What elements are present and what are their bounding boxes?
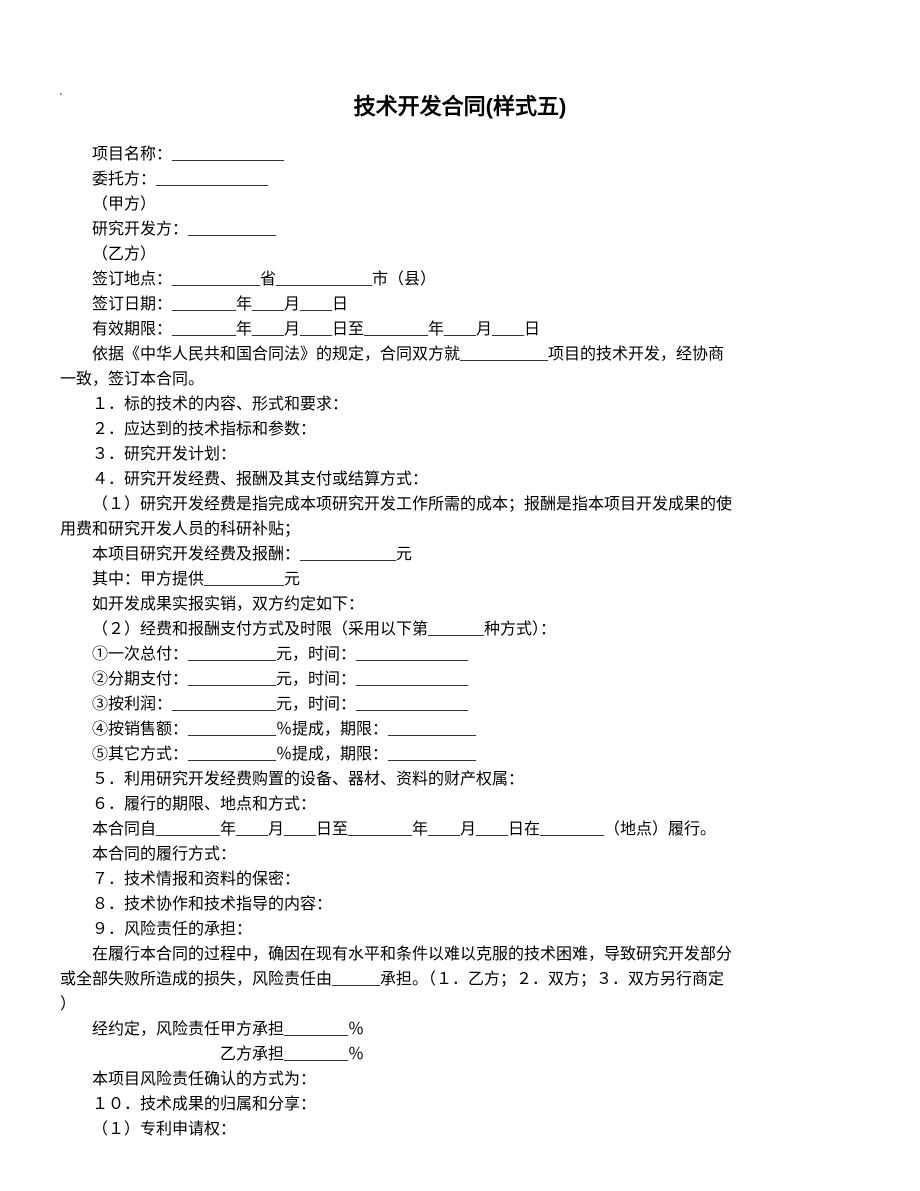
document-title: 技术开发合同(样式五)	[60, 90, 860, 123]
field-payment-method: （２）经费和报酬支付方式及时限（采用以下第_______种方式）：	[60, 618, 860, 642]
item-9: ９．风险责任的承担：	[60, 918, 860, 942]
paragraph-risk-third: ）	[60, 993, 860, 1017]
field-sign-date: 签订日期：________年____月____日	[60, 293, 860, 317]
option-3-by-profit: ③按利润：_____________元，时间：______________	[60, 693, 860, 717]
paragraph-cost-first: （１）研究开发经费是指完成本项研究开发工作所需的成本；报酬是指本项目开发成果的使	[60, 493, 860, 517]
item-2: ２．应达到的技术指标和参数：	[60, 418, 860, 442]
item-10: １０．技术成果的归属和分享：	[60, 1093, 860, 1117]
label-party-a: （甲方）	[60, 193, 860, 217]
label-party-b: （乙方）	[60, 243, 860, 267]
item-7: ７．技术情报和资料的保密：	[60, 868, 860, 892]
field-performance-period: 本合同自________年____月____日至________年____月__…	[60, 818, 860, 842]
field-risk-party-b: 乙方承担________％	[60, 1043, 860, 1067]
option-5-other: ⑤其它方式：___________％提成，期限：___________	[60, 743, 860, 767]
field-total-fee: 本项目研究开发经费及报酬：____________元	[60, 543, 860, 567]
item-6: ６．履行的期限、地点和方式：	[60, 793, 860, 817]
field-valid-period: 有效期限：________年____月____日至________年____月_…	[60, 318, 860, 342]
item-5: ５．利用研究开发经费购置的设备、器材、资料的财产权属：	[60, 768, 860, 792]
paragraph-risk-first: 在履行本合同的过程中，确因在现有水平和条件以难以克服的技术困难，导致研究开发部分	[60, 943, 860, 967]
field-performance-method: 本合同的履行方式：	[60, 843, 860, 867]
page-tick: '	[60, 92, 62, 103]
paragraph-basis-first: 依据《中华人民共和国合同法》的规定，合同双方就___________项目的技术开…	[60, 343, 860, 367]
document-page: 技术开发合同(样式五) 项目名称：______________ 委托方：____…	[0, 0, 920, 1183]
option-4-by-sales: ④按销售额：___________％提成，期限：___________	[60, 718, 860, 742]
field-developer: 研究开发方：___________	[60, 218, 860, 242]
item-1: １．标的技术的内容、形式和要求：	[60, 393, 860, 417]
item-4: ４．研究开发经费、报酬及其支付或结算方式：	[60, 468, 860, 492]
field-project-name: 项目名称：______________	[60, 143, 860, 167]
paragraph-basis-second: 一致，签订本合同。	[60, 368, 860, 392]
item-8: ８．技术协作和技术指导的内容：	[60, 893, 860, 917]
item-3: ３．研究开发计划：	[60, 443, 860, 467]
paragraph-risk-second: 或全部失败所造成的损失，风险责任由______承担。（１．乙方；２．双方；３．双…	[60, 968, 860, 992]
field-client: 委托方：______________	[60, 168, 860, 192]
field-reimbursement: 如开发成果实报实销，双方约定如下：	[60, 593, 860, 617]
field-sign-place: 签订地点：___________省____________市（县）	[60, 268, 860, 292]
option-1-lump-sum: ①一次总付：___________元，时间：______________	[60, 643, 860, 667]
option-2-installment: ②分期支付：___________元，时间：______________	[60, 668, 860, 692]
item-10-1: （１）专利申请权：	[60, 1118, 860, 1142]
paragraph-cost-second: 用费和研究开发人员的科研补贴；	[60, 518, 860, 542]
field-risk-confirm: 本项目风险责任确认的方式为：	[60, 1068, 860, 1092]
field-risk-party-a: 经约定，风险责任甲方承担________％	[60, 1018, 860, 1042]
field-party-a-provide: 其中：甲方提供__________元	[60, 568, 860, 592]
